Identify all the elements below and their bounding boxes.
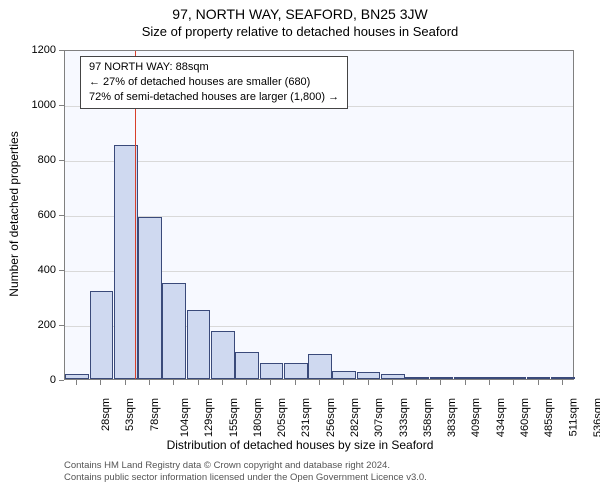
y-tick-label: 800 <box>26 154 56 166</box>
x-tick-mark <box>100 380 101 385</box>
histogram-bar <box>187 310 211 379</box>
x-tick-mark <box>562 380 563 385</box>
y-tick-label: 1000 <box>26 99 56 111</box>
x-tick-label: 333sqm <box>398 398 410 437</box>
histogram-bar <box>405 377 429 379</box>
histogram-bar <box>357 372 381 379</box>
histogram-bar <box>114 145 138 379</box>
histogram-bar <box>308 354 332 379</box>
x-tick-label: 485sqm <box>543 398 555 437</box>
y-tick-mark <box>59 50 64 51</box>
x-tick-mark <box>538 380 539 385</box>
y-tick-label: 600 <box>26 209 56 221</box>
histogram-bar <box>332 371 356 379</box>
x-tick-mark <box>295 380 296 385</box>
x-axis-label: Distribution of detached houses by size … <box>0 438 600 452</box>
x-tick-mark <box>392 380 393 385</box>
y-tick-label: 1200 <box>26 44 56 56</box>
x-tick-label: 511sqm <box>567 398 579 436</box>
x-tick-mark <box>416 380 417 385</box>
histogram-bar <box>430 377 454 379</box>
container: 97, NORTH WAY, SEAFORD, BN25 3JW Size of… <box>0 0 600 500</box>
x-tick-mark <box>343 380 344 385</box>
x-tick-mark <box>465 380 466 385</box>
x-tick-mark <box>76 380 77 385</box>
x-tick-label: 282sqm <box>349 398 361 437</box>
x-tick-mark <box>149 380 150 385</box>
histogram-bar <box>527 377 551 379</box>
histogram-bar <box>260 363 284 380</box>
histogram-bar <box>502 377 526 379</box>
x-tick-label: 358sqm <box>422 398 434 437</box>
x-tick-label: 460sqm <box>519 398 531 437</box>
x-tick-label: 383sqm <box>446 398 458 437</box>
histogram-bar <box>381 374 405 380</box>
y-tick-mark <box>59 325 64 326</box>
y-tick-mark <box>59 105 64 106</box>
histogram-bar <box>138 217 162 379</box>
x-tick-label: 231sqm <box>301 398 313 437</box>
x-tick-mark <box>125 380 126 385</box>
y-tick-mark <box>59 215 64 216</box>
x-tick-mark <box>368 380 369 385</box>
x-tick-label: 205sqm <box>276 398 288 437</box>
page-title: 97, NORTH WAY, SEAFORD, BN25 3JW <box>0 0 600 22</box>
x-tick-label: 307sqm <box>373 398 385 437</box>
y-tick-label: 400 <box>26 264 56 276</box>
y-tick-mark <box>59 160 64 161</box>
y-tick-label: 0 <box>26 374 56 386</box>
histogram-bar <box>211 331 235 379</box>
y-tick-mark <box>59 380 64 381</box>
x-tick-label: 129sqm <box>203 398 215 437</box>
footer-line-2: Contains public sector information licen… <box>64 472 427 484</box>
x-tick-mark <box>489 380 490 385</box>
x-tick-label: 155sqm <box>228 398 240 437</box>
x-tick-mark <box>222 380 223 385</box>
x-tick-mark <box>173 380 174 385</box>
legend-line: ← 27% of detached houses are smaller (68… <box>89 75 339 90</box>
y-tick-label: 200 <box>26 319 56 331</box>
histogram-bar <box>551 377 575 379</box>
x-tick-label: 180sqm <box>252 398 264 437</box>
x-tick-label: 536sqm <box>592 398 600 437</box>
y-axis-label: Number of detached properties <box>7 114 21 314</box>
legend-box: 97 NORTH WAY: 88sqm← 27% of detached hou… <box>80 56 348 109</box>
footer: Contains HM Land Registry data © Crown c… <box>64 460 427 485</box>
legend-line: 97 NORTH WAY: 88sqm <box>89 60 339 75</box>
gridline <box>65 161 573 162</box>
x-tick-mark <box>440 380 441 385</box>
histogram-bar <box>284 363 308 380</box>
page-subtitle: Size of property relative to detached ho… <box>0 22 600 43</box>
x-tick-mark <box>513 380 514 385</box>
x-tick-label: 434sqm <box>495 398 507 437</box>
histogram-bar <box>65 374 89 380</box>
x-tick-mark <box>319 380 320 385</box>
x-tick-label: 78sqm <box>149 398 161 431</box>
histogram-bar <box>478 377 502 379</box>
footer-line-1: Contains HM Land Registry data © Crown c… <box>64 460 427 472</box>
x-tick-label: 28sqm <box>100 398 112 431</box>
legend-line: 72% of semi-detached houses are larger (… <box>89 90 339 105</box>
x-tick-mark <box>246 380 247 385</box>
x-tick-mark <box>270 380 271 385</box>
histogram-bar <box>162 283 186 379</box>
x-tick-label: 53sqm <box>124 398 136 431</box>
x-tick-mark <box>198 380 199 385</box>
histogram-bar <box>235 352 259 380</box>
y-tick-mark <box>59 270 64 271</box>
histogram-bar <box>454 377 478 379</box>
histogram-bar <box>90 291 114 379</box>
x-tick-label: 409sqm <box>471 398 483 437</box>
x-tick-label: 104sqm <box>179 398 191 437</box>
x-tick-label: 256sqm <box>325 398 337 437</box>
